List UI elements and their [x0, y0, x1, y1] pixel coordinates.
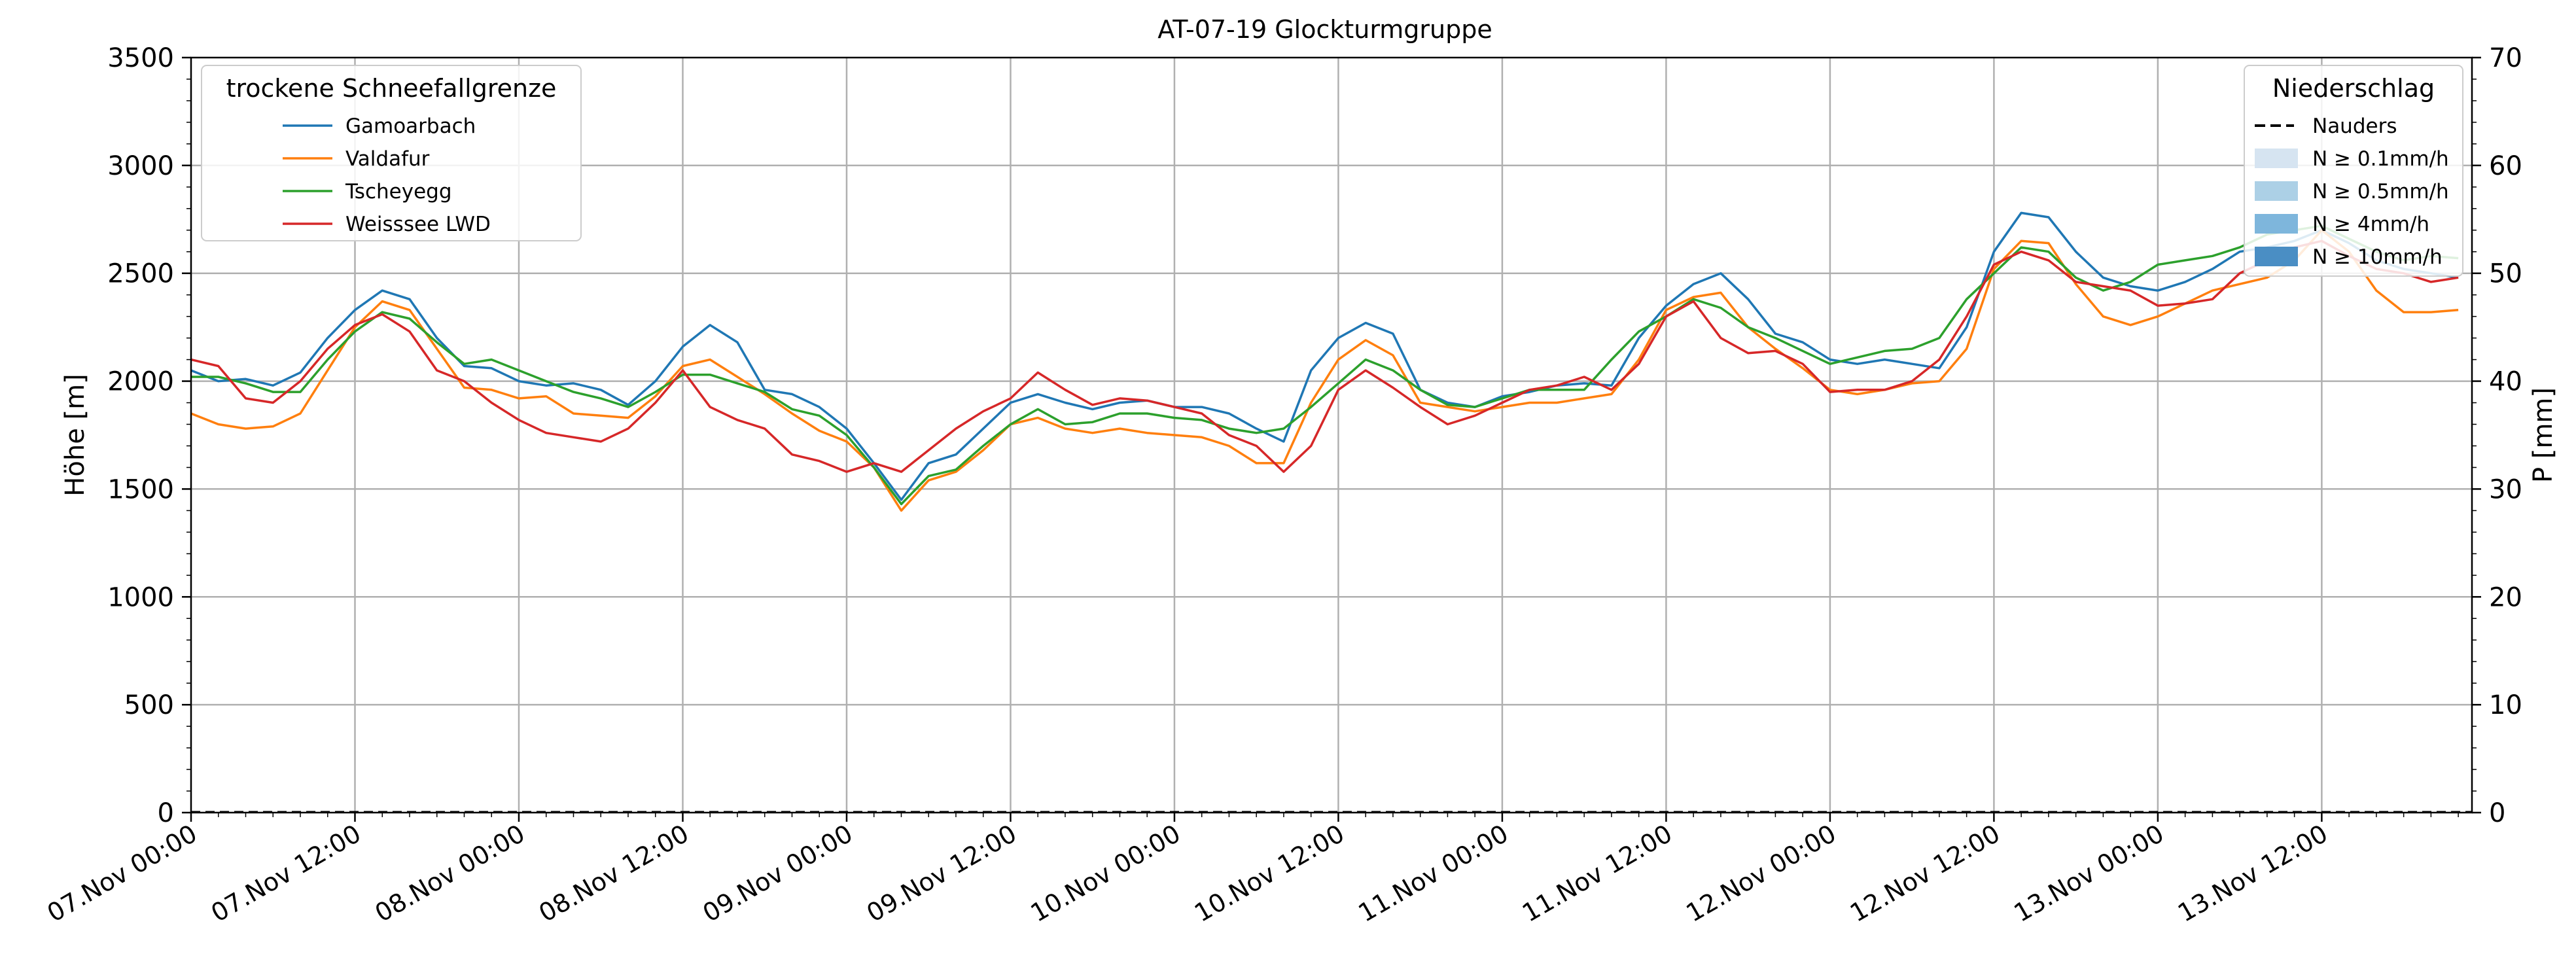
y2-tick-label: 20 [2489, 582, 2522, 612]
data-lines [190, 211, 2459, 512]
y2-axis-label: P [mm] [2528, 387, 2558, 483]
plot-frame [190, 56, 2473, 814]
y2-tick-label: 30 [2489, 474, 2522, 504]
legend-swatch [2255, 149, 2298, 168]
legend-swatch [2255, 247, 2298, 266]
y-axis-label: Höhe [m] [60, 374, 90, 496]
series-line-gamoarbach [190, 211, 2459, 501]
legend-swatch [2255, 214, 2298, 234]
legend-entry: Gamoarbach [345, 114, 476, 138]
y2-tick-label: 60 [2489, 151, 2522, 181]
y-tick-label: 500 [124, 690, 174, 720]
legend-entry: Weisssee LWD [345, 213, 491, 236]
legend-entry: N ≥ 0.1mm/h [2312, 147, 2449, 171]
legend-entry: Tscheyegg [345, 180, 452, 203]
y2-tick-label: 70 [2489, 43, 2522, 73]
legend-precipitation: Niederschlag Nauders N ≥ 0.1mm/h N ≥ 0.5mm/… [2244, 65, 2463, 277]
y2-tick-label: 50 [2489, 259, 2522, 289]
y-tick-label: 1000 [107, 582, 174, 612]
series-line-valdafur [190, 229, 2459, 512]
y-tick-label: 3000 [107, 151, 174, 181]
legend-entry: N ≥ 4mm/h [2312, 213, 2429, 236]
legend-title: trockene Schneefallgrenze [226, 74, 557, 103]
chart-title: AT-07-19 Glockturmgruppe [1157, 15, 1492, 44]
legend-box [201, 65, 582, 241]
y-axis-left: 0 500 1000 1500 2000 2500 3000 3500 [107, 43, 191, 828]
y2-tick-label: 0 [2489, 798, 2505, 828]
y-tick-label: 2500 [107, 259, 174, 289]
legend-swatch [2255, 181, 2298, 201]
series-line-tscheyegg [191, 224, 2459, 506]
legend-snowline: trockene Schneefallgrenze Gamoarbach Valda… [201, 65, 582, 241]
y-tick-label: 2000 [107, 367, 174, 397]
y-tick-label: 1500 [107, 474, 174, 504]
legend-entry: Valdafur [345, 147, 430, 171]
legend-entry: N ≥ 10mm/h [2312, 245, 2443, 269]
legend-entry: Nauders [2312, 114, 2397, 138]
legend-entry: N ≥ 0.5mm/h [2312, 180, 2449, 203]
y-tick-label: 3500 [107, 43, 174, 73]
y2-tick-label: 10 [2489, 690, 2522, 720]
grid-lines [191, 58, 2472, 813]
legend-title: Niederschlag [2272, 74, 2435, 103]
y2-tick-label: 40 [2489, 367, 2522, 397]
y-axis-right: 0 10 20 30 40 50 60 70 [2472, 43, 2522, 828]
legend-box [2244, 65, 2463, 277]
series-line-weisssee-lwd [190, 239, 2459, 473]
y-tick-label: 0 [158, 798, 174, 828]
